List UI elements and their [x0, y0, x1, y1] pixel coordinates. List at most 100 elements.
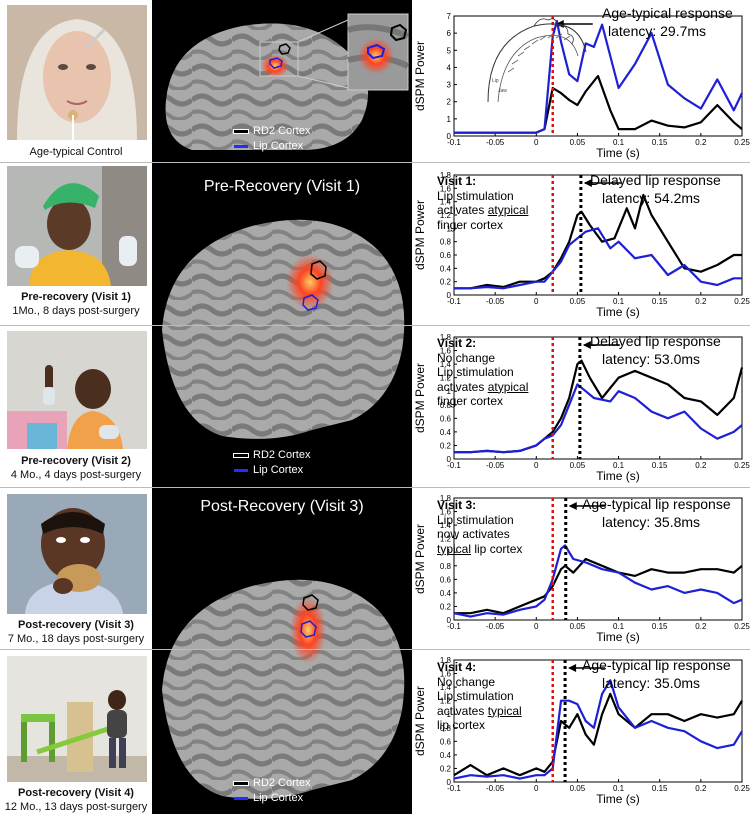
x-tick-label: 0 [534, 784, 539, 793]
brain-renderings [162, 13, 410, 799]
y-tick-label: 1.8 [440, 171, 452, 180]
photo-control [7, 5, 147, 140]
y-tick-label: 1.4 [440, 683, 452, 692]
legend-item-lip: Lip Cortex [234, 139, 310, 154]
chart-v1: -0.1 -0.05 0 0.05 0.1 0.15 0.2 0.25 0 0.2 0.4 0.6 0.… [413, 171, 750, 319]
legend-pre: RD2 Cortex Lip Cortex [233, 448, 310, 478]
caption-visit1-title: Pre-recovery (Visit 1) [21, 291, 131, 303]
annotation-v2-head: Delayed lip response [590, 333, 721, 349]
y-tick-label: 1.6 [440, 670, 452, 679]
y-tick-label: 0.2 [440, 441, 452, 450]
legend-label-lip: Lip Cortex [253, 140, 304, 152]
legend-control: RD2 Cortex Lip Cortex [233, 124, 311, 154]
y-tick-label: 1.6 [440, 508, 452, 517]
x-tick-label: 0 [534, 461, 539, 470]
caption-control-label: Age-typical Control [29, 146, 123, 158]
y-tick-label: 0.8 [440, 724, 452, 733]
caption-visit1-note: 1Mo., 8 days post-surgery [12, 305, 140, 317]
y-tick-label: 0.4 [440, 589, 452, 598]
annotation-v3-body: Visit 3: Lip stimulation now activates t… [437, 498, 523, 556]
legend-item-rd2: RD2 Cortex [233, 124, 311, 139]
x-tick-label: 0.15 [652, 138, 668, 147]
y-tick-label: 0.4 [440, 751, 452, 760]
x-tick-label: -0.05 [486, 138, 505, 147]
x-tick-label: 0 [534, 297, 539, 306]
x-tick-label: 0.15 [652, 461, 668, 470]
legend-item-lip: Lip Cortex [234, 791, 310, 806]
y-axis-label: dSPM Power [413, 200, 427, 270]
annotation-v1-visit: Visit 1 [437, 174, 473, 188]
legend-label-lip: Lip Cortex [253, 464, 304, 476]
row-divider [0, 649, 750, 650]
y-axis-label: dSPM Power [413, 524, 427, 594]
y-tick-label: 1.4 [440, 198, 452, 207]
legend-item-rd2: RD2 Cortex [233, 448, 310, 463]
y-axis-label: dSPM Power [413, 41, 427, 111]
x-tick-label: 0.05 [570, 297, 586, 306]
caption-visit4: Post-recovery (Visit 4) 12 Mo., 13 days … [0, 786, 152, 814]
svg-text:Jaw: Jaw [498, 88, 507, 94]
x-tick-label: 0.25 [734, 297, 750, 306]
photo-visit3 [7, 494, 147, 614]
y-tick-label: 0.4 [440, 428, 452, 437]
arrow-head-icon [582, 341, 591, 349]
y-tick-label: 1.6 [440, 347, 452, 356]
y-tick-label: 1 [447, 548, 452, 557]
y-tick-label: 0.8 [440, 401, 452, 410]
y-tick-label: 1.6 [440, 184, 452, 193]
chart-control: -0.1 -0.05 0 0.05 0.1 0.15 0.2 0.25 0 1 2 3 4 5 6 7 Time… [413, 12, 750, 160]
y-tick-label: 1.8 [440, 656, 452, 665]
y-tick-label: 1.4 [440, 360, 452, 369]
y-tick-label: 0.6 [440, 737, 452, 746]
x-tick-label: 0.2 [695, 461, 707, 470]
y-tick-label: 1.4 [440, 521, 452, 530]
legend-label-rd2: RD2 Cortex [253, 125, 311, 137]
x-tick-label: 0.15 [652, 297, 668, 306]
y-tick-label: 0.4 [440, 264, 452, 273]
annotation-v4-latency: latency: 35.0ms [602, 675, 701, 691]
x-tick-label: 0.25 [734, 784, 750, 793]
y-tick-label: 0.8 [440, 238, 452, 247]
x-tick-label: 0.15 [652, 784, 668, 793]
x-tick-label: 0.2 [695, 784, 707, 793]
x-tick-label: 0.25 [734, 461, 750, 470]
annotation-v2-line0: No change [437, 350, 496, 365]
chart-v4: -0.1 -0.05 0 0.05 0.1 0.15 0.2 0.25 0 0.2 0.4 0.6 0.… [413, 656, 750, 806]
series-line-lip [453, 679, 743, 780]
y-tick-label: 0 [447, 291, 452, 300]
annotation-v3-latency: latency: 35.8ms [602, 514, 701, 530]
caption-visit4-title: Post-recovery (Visit 4) [18, 787, 134, 799]
y-tick-label: 4 [447, 63, 452, 72]
svg-text:Lip: Lip [492, 78, 499, 84]
y-tick-label: 2 [447, 98, 452, 107]
y-tick-label: 1.2 [440, 211, 452, 220]
y-tick-label: 0.6 [440, 414, 452, 423]
row-divider [0, 487, 750, 488]
caption-control: Age-typical Control [0, 145, 152, 159]
y-tick-label: 7 [447, 12, 452, 21]
series-line-lip [454, 20, 743, 134]
y-tick-label: 1.2 [440, 697, 452, 706]
annotation-v3-line3a: typical [437, 541, 472, 556]
arrow-head-icon [568, 502, 577, 510]
annotation-v4-line2b: typical [487, 703, 522, 718]
annotation-v2-line2a: activates [437, 379, 488, 394]
series-line-rd2 [454, 557, 743, 615]
y-tick-label: 0.2 [440, 278, 452, 287]
annotation-control-head: Age-typical response [602, 5, 733, 21]
x-tick-label: 0.1 [613, 297, 625, 306]
annotation-control-latency: latency: 29.7ms [608, 23, 707, 39]
series-line-lip [454, 227, 742, 290]
y-tick-label: 1.2 [440, 374, 452, 383]
y-tick-label: 1.8 [440, 494, 452, 503]
x-tick-label: 0.05 [570, 784, 586, 793]
x-tick-label: -0.1 [447, 622, 461, 631]
x-tick-label: 0.1 [613, 138, 625, 147]
y-tick-label: 0.6 [440, 251, 452, 260]
legend-label-lip: Lip Cortex [253, 792, 304, 804]
x-tick-label: 0.15 [652, 622, 668, 631]
y-tick-label: 0 [447, 132, 452, 141]
x-tick-label: 0.2 [695, 138, 707, 147]
y-tick-label: 6 [447, 29, 452, 38]
